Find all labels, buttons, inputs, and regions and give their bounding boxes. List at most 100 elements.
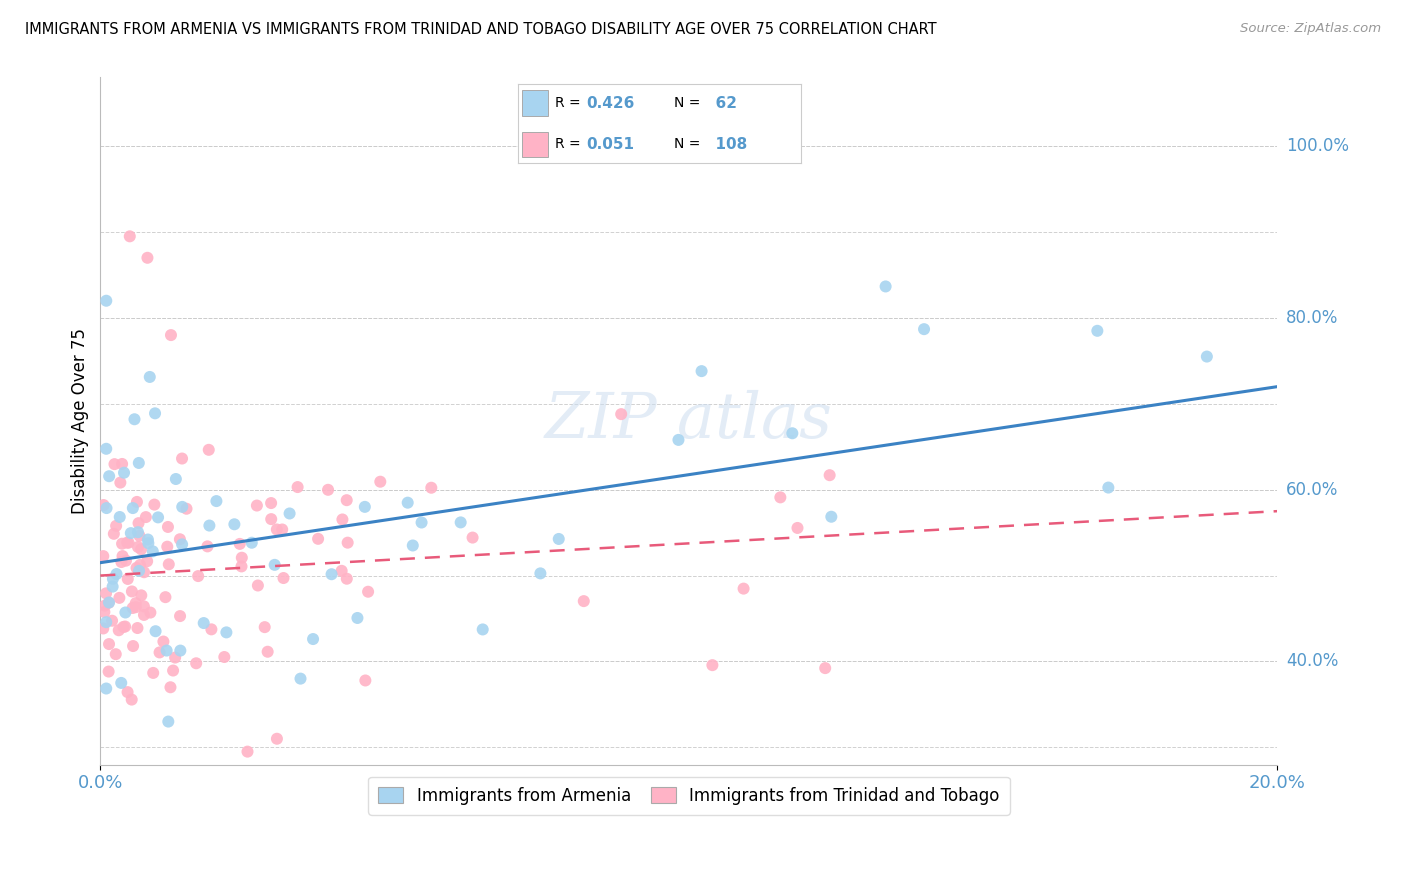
Point: [214, 650, 236, 665]
Point: [471, 623, 494, 637]
Point: [127, 540, 149, 554]
Point: [1097, 481, 1119, 495]
Point: [156, 540, 179, 554]
Point: [96, 501, 118, 516]
Point: [321, 567, 343, 582]
Point: [156, 643, 179, 657]
Point: [98, 469, 121, 483]
Point: [287, 480, 309, 494]
Point: [132, 566, 155, 580]
Point: [818, 468, 841, 483]
Point: [330, 564, 353, 578]
Point: [143, 498, 166, 512]
Point: [256, 645, 278, 659]
Point: [354, 673, 377, 688]
Point: [101, 614, 124, 628]
Point: [122, 639, 145, 653]
Point: [172, 500, 194, 514]
Point: [135, 510, 157, 524]
Point: [769, 491, 792, 505]
Point: [290, 672, 312, 686]
Point: [307, 532, 329, 546]
Point: [148, 645, 170, 659]
Text: 80.0%: 80.0%: [1286, 309, 1339, 326]
Point: [132, 607, 155, 622]
Point: [786, 521, 808, 535]
Point: [260, 496, 283, 510]
Point: [260, 512, 283, 526]
Point: [115, 535, 138, 549]
Point: [93, 605, 115, 619]
Text: 60.0%: 60.0%: [1286, 481, 1339, 499]
Point: [152, 634, 174, 648]
Point: [273, 571, 295, 585]
Point: [224, 517, 246, 532]
Point: [112, 620, 135, 634]
Point: [187, 569, 209, 583]
Point: [115, 554, 138, 568]
Point: [112, 466, 135, 480]
Point: [127, 621, 149, 635]
Point: [814, 661, 837, 675]
Point: [91, 622, 114, 636]
Point: [668, 433, 690, 447]
Point: [176, 501, 198, 516]
Point: [402, 539, 425, 553]
Legend: Immigrants from Armenia, Immigrants from Trinidad and Tobago: Immigrants from Armenia, Immigrants from…: [368, 777, 1010, 814]
Point: [110, 676, 132, 690]
Point: [105, 518, 128, 533]
Point: [108, 591, 131, 605]
Point: [103, 526, 125, 541]
Point: [98, 637, 121, 651]
Point: [120, 526, 142, 541]
Point: [332, 512, 354, 526]
Point: [162, 664, 184, 678]
Point: [450, 516, 472, 530]
Point: [136, 554, 159, 568]
Point: [101, 572, 124, 586]
Point: [200, 623, 222, 637]
Point: [1195, 350, 1218, 364]
Point: [197, 540, 219, 554]
Point: [246, 499, 269, 513]
Point: [690, 364, 713, 378]
Point: [121, 501, 143, 516]
Point: [278, 507, 301, 521]
Point: [336, 572, 359, 586]
Point: [246, 578, 269, 592]
Point: [125, 495, 148, 509]
Point: [128, 456, 150, 470]
Point: [101, 580, 124, 594]
Point: [169, 533, 191, 547]
Point: [155, 590, 177, 604]
Point: [114, 619, 136, 633]
Point: [529, 566, 551, 581]
Point: [271, 523, 294, 537]
Point: [396, 496, 419, 510]
Point: [128, 529, 150, 543]
Point: [782, 426, 804, 441]
Point: [610, 407, 633, 421]
Point: [121, 584, 143, 599]
Point: [107, 624, 129, 638]
Point: [103, 457, 125, 471]
Point: [117, 535, 139, 549]
Point: [108, 510, 131, 524]
Point: [186, 657, 208, 671]
Point: [136, 533, 159, 547]
Point: [263, 558, 285, 572]
Point: [114, 606, 136, 620]
Point: [172, 537, 194, 551]
Point: [420, 481, 443, 495]
Y-axis label: Disability Age Over 75: Disability Age Over 75: [72, 328, 89, 514]
Point: [136, 251, 159, 265]
Point: [411, 516, 433, 530]
Point: [143, 406, 166, 420]
Point: [139, 606, 162, 620]
Point: [346, 611, 368, 625]
Point: [169, 609, 191, 624]
Text: 100.0%: 100.0%: [1286, 137, 1348, 155]
Point: [127, 525, 149, 540]
Point: [91, 549, 114, 563]
Point: [125, 600, 148, 615]
